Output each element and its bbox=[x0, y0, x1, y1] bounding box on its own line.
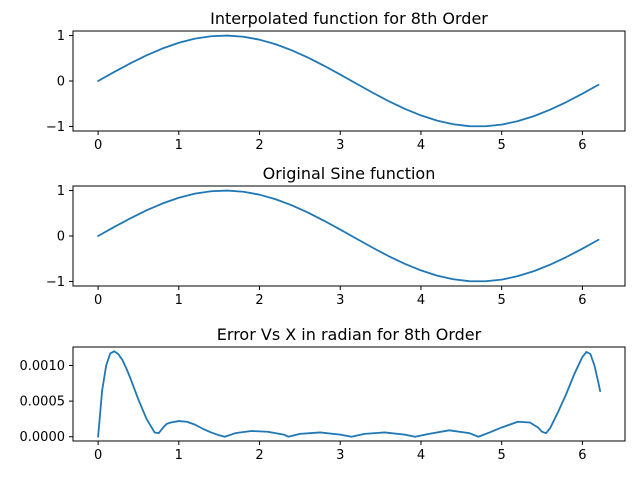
chart-title: Original Sine function bbox=[263, 164, 436, 183]
axes-frame bbox=[72, 30, 626, 132]
x-tick-label: 5 bbox=[498, 293, 506, 308]
x-tick-label: 1 bbox=[175, 293, 183, 308]
chart-title: Interpolated function for 8th Order bbox=[210, 9, 488, 28]
subplot-3: Error Vs X in radian for 8th Order 0 1 2 3 4 5… bbox=[20, 325, 626, 463]
x-tick-label: 5 bbox=[498, 138, 506, 153]
x-tick-label: 1 bbox=[175, 448, 183, 463]
x-tick-label: 0 bbox=[94, 448, 102, 463]
chart-title: Error Vs X in radian for 8th Order bbox=[217, 325, 482, 344]
subplot-2: Original Sine function 0 1 2 3 4 5 6 −1 0 1 bbox=[46, 164, 626, 308]
x-tick-label: 1 bbox=[175, 138, 183, 153]
x-tick-label: 3 bbox=[336, 293, 344, 308]
subplot-1: Interpolated function for 8th Order 0 1 2 3 4… bbox=[46, 9, 626, 153]
x-tick-label: 6 bbox=[578, 448, 586, 463]
x-tick-label: 3 bbox=[336, 138, 344, 153]
x-tick-label: 4 bbox=[417, 138, 425, 153]
y-tick-label: 1 bbox=[57, 29, 65, 44]
axes-frame bbox=[72, 185, 626, 287]
y-tick-label: 0.0010 bbox=[20, 359, 66, 374]
series-line-1 bbox=[97, 34, 600, 128]
y-tick-label: −1 bbox=[46, 275, 65, 290]
x-tick-label: 0 bbox=[94, 138, 102, 153]
axes-frame bbox=[72, 346, 626, 442]
y-tick-label: 0.0000 bbox=[20, 430, 66, 445]
x-tick-label: 3 bbox=[336, 448, 344, 463]
x-tick-label: 0 bbox=[94, 293, 102, 308]
y-tick-label: 0 bbox=[57, 230, 65, 245]
y-tick-label: −1 bbox=[46, 120, 65, 135]
x-tick-label: 2 bbox=[255, 138, 263, 153]
series-line-1 bbox=[97, 189, 600, 283]
y-tick-label: 0.0005 bbox=[20, 395, 66, 410]
x-tick-label: 2 bbox=[255, 293, 263, 308]
y-tick-label: 1 bbox=[57, 184, 65, 199]
x-tick-label: 4 bbox=[417, 448, 425, 463]
y-tick-label: 0 bbox=[57, 75, 65, 90]
x-tick-label: 6 bbox=[578, 293, 586, 308]
x-tick-label: 6 bbox=[578, 138, 586, 153]
x-tick-label: 4 bbox=[417, 293, 425, 308]
series-line-1 bbox=[97, 350, 602, 438]
x-tick-label: 5 bbox=[498, 448, 506, 463]
x-tick-label: 2 bbox=[255, 448, 263, 463]
